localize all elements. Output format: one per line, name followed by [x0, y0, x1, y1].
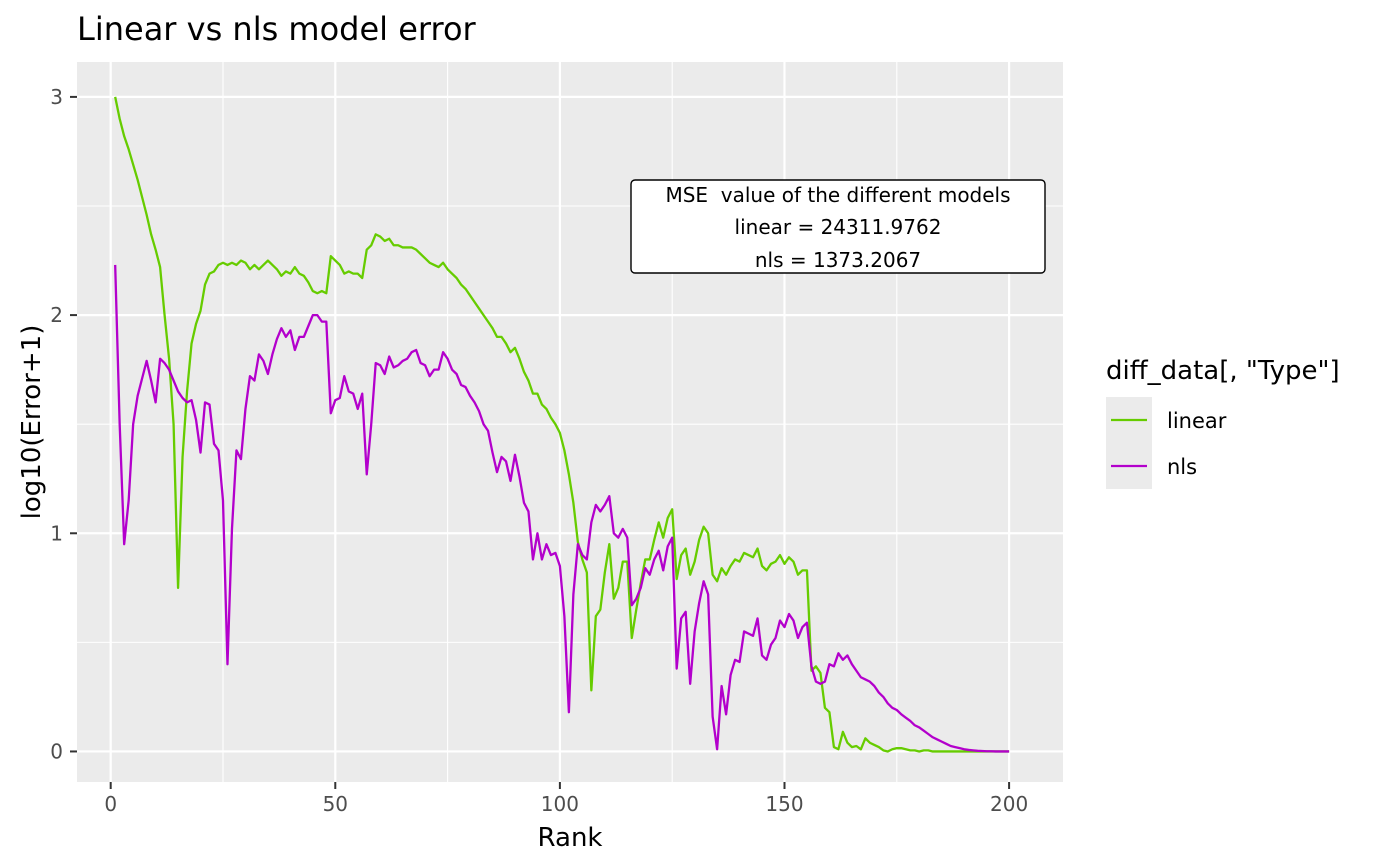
annotation-line-1: MSE value of the different models: [665, 183, 1010, 207]
legend-title: diff_data[, "Type"]: [1106, 356, 1340, 386]
x-tick-label: 150: [765, 792, 803, 816]
annotation-line-3: nls = 1373.2067: [755, 248, 921, 272]
axis-ticks: 0 50 100 150 200 0 1 2 3: [50, 85, 1028, 816]
legend-label-linear: linear: [1167, 409, 1227, 433]
legend: diff_data[, "Type"] linear nls: [1106, 356, 1340, 489]
x-tick-label: 100: [541, 792, 579, 816]
y-tick-label: 2: [50, 303, 63, 327]
y-tick-label: 0: [50, 739, 63, 763]
x-tick-label: 200: [990, 792, 1028, 816]
mse-annotation: MSE value of the different models linear…: [630, 179, 1046, 274]
x-tick-label: 50: [323, 792, 348, 816]
x-axis-title: Rank: [538, 823, 603, 853]
legend-label-nls: nls: [1167, 455, 1197, 479]
series-line-nls: [114, 264, 1010, 753]
y-tick-label: 3: [50, 85, 63, 109]
annotation-box: [630, 179, 1046, 274]
y-tick-label: 1: [50, 521, 63, 545]
chart-title: Linear vs nls model error: [77, 10, 477, 48]
series-lines: [114, 96, 1010, 753]
x-tick-label: 0: [104, 792, 117, 816]
annotation-line-2: linear = 24311.9762: [735, 215, 942, 239]
series-line-linear: [114, 96, 1010, 753]
y-axis-title: log10(Error+1): [17, 325, 47, 520]
